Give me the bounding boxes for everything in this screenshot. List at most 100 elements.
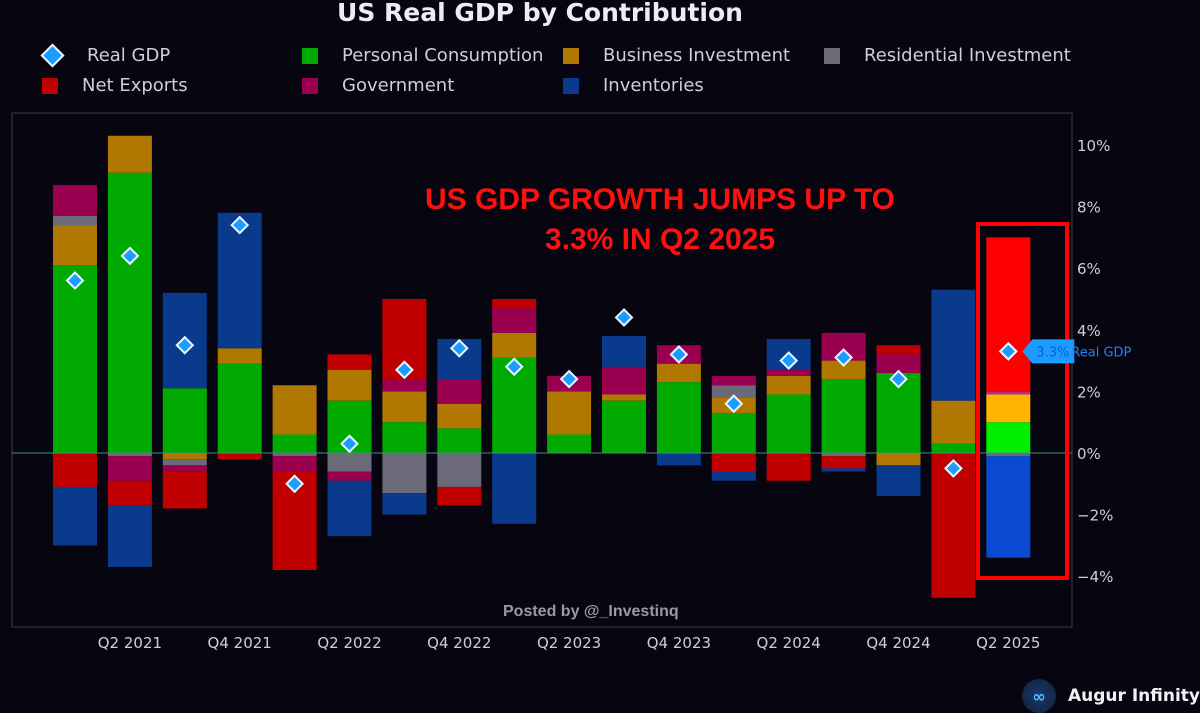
highlight-box xyxy=(976,222,1069,580)
bar-segment-business-investment xyxy=(986,394,1031,423)
bar-segment-personal-consumption xyxy=(547,434,592,453)
bar-segment-residential-investment xyxy=(986,453,1031,457)
bar-segment-inventories xyxy=(327,480,372,537)
x-axis: Q2 2021 Q4 2021 Q2 2022 Q4 2022 Q2 2023 Q4 20… xyxy=(98,634,1041,652)
bar-segment-government xyxy=(602,366,646,395)
y-tick-label: 6% xyxy=(1077,260,1101,278)
real-gdp-point xyxy=(175,335,195,355)
bar-segment-government xyxy=(162,465,207,472)
y-tick-label: 10% xyxy=(1077,137,1110,155)
bar-segment-business-investment xyxy=(492,332,537,358)
bar-segment-business-investment xyxy=(162,453,207,460)
legend-item-inventories[interactable]: Inventories xyxy=(563,75,704,96)
bar-segment-residential-investment xyxy=(53,215,97,226)
bar-segment-personal-consumption xyxy=(107,172,152,453)
y-tick-label: −4% xyxy=(1077,568,1113,586)
infinity-logo-icon: ∞ xyxy=(1022,679,1056,713)
bar-segment-government xyxy=(986,391,1031,395)
legend-item-business-investment[interactable]: Business Investment xyxy=(563,45,790,66)
bar-segment-business-investment xyxy=(602,394,646,401)
bar-segment-government xyxy=(382,379,427,392)
bar-segment-inventories xyxy=(382,493,427,515)
legend-item-residential-investment[interactable]: Residential Investment xyxy=(824,45,1071,66)
bar-segment-personal-consumption xyxy=(656,382,701,453)
x-tick-label: Q2 2021 xyxy=(98,634,162,652)
watermark: Posted by @_Investinq xyxy=(503,603,679,620)
bar-segment-inventories xyxy=(492,453,537,524)
bar-segment-net-exports xyxy=(876,345,921,355)
legend-label: Real GDP xyxy=(87,45,171,66)
legend-swatch-icon xyxy=(302,47,318,64)
plot-frame xyxy=(11,112,1073,628)
bar-segment-residential-investment xyxy=(382,453,427,494)
bar-segment-inventories xyxy=(53,486,97,546)
bar-segment-net-exports xyxy=(766,453,811,481)
bar-segment-personal-consumption xyxy=(986,422,1031,453)
y-tick-label: 2% xyxy=(1077,383,1101,401)
bar-segment-net-exports xyxy=(53,453,97,487)
legend-item-government[interactable]: Government xyxy=(302,75,454,96)
real-gdp-point xyxy=(120,246,140,266)
y-tick-label: −2% xyxy=(1077,507,1113,525)
bar-segment-personal-consumption xyxy=(162,388,207,453)
real-gdp-point xyxy=(779,351,799,371)
bar-segment-personal-consumption xyxy=(931,443,976,453)
real-gdp-point xyxy=(889,369,908,389)
real-gdp-point xyxy=(340,434,359,454)
bar-segment-business-investment xyxy=(107,135,152,173)
x-tick-label: Q4 2024 xyxy=(866,634,930,652)
real-gdp-point xyxy=(285,474,305,494)
bar-segment-business-investment xyxy=(766,376,811,395)
legend-item-net-exports[interactable]: Net Exports xyxy=(42,75,188,96)
bar-segment-net-exports xyxy=(711,453,756,472)
bar-segment-business-investment xyxy=(547,391,592,435)
bar-segment-inventories xyxy=(656,453,701,466)
bar-segment-government xyxy=(492,308,537,333)
real-gdp-point xyxy=(504,357,524,377)
x-tick-label: Q2 2022 xyxy=(317,634,381,652)
legend-label: Government xyxy=(342,75,455,96)
bar-segment-inventories xyxy=(821,468,866,472)
bar-segment-residential-investment xyxy=(821,453,866,457)
bar-segment-personal-consumption xyxy=(602,400,646,453)
real-gdp-point xyxy=(724,394,744,414)
real-gdp-point xyxy=(394,360,414,380)
bar-segment-net-exports xyxy=(217,453,262,460)
real-gdp-point xyxy=(669,345,689,364)
bar-segment-inventories xyxy=(602,335,646,367)
bar-segment-residential-investment xyxy=(107,453,152,457)
bar-segment-personal-consumption xyxy=(711,412,756,453)
real-gdp-point xyxy=(998,341,1018,361)
bar-segment-government xyxy=(107,456,152,481)
bar-segment-personal-consumption xyxy=(53,265,97,453)
bar-segment-net-exports xyxy=(821,456,866,469)
bar-segment-business-investment xyxy=(53,225,97,266)
bar-segment-inventories xyxy=(931,289,976,401)
bar-segment-personal-consumption xyxy=(272,434,317,453)
bar-segment-net-exports xyxy=(162,471,207,509)
bar-segment-personal-consumption xyxy=(382,422,427,453)
x-tick-label: Q2 2024 xyxy=(757,634,821,652)
real-gdp-point xyxy=(559,369,579,389)
bar-segment-personal-consumption xyxy=(217,363,262,453)
bar-segment-residential-investment xyxy=(327,453,372,472)
callout-value: 3.3% xyxy=(1036,345,1069,360)
bar-segment-personal-consumption xyxy=(821,379,866,453)
callout-series-label: Real GDP xyxy=(1071,345,1131,360)
y-tick-label: 4% xyxy=(1077,322,1101,340)
legend-label: Net Exports xyxy=(82,75,188,96)
legend-label: Inventories xyxy=(603,75,704,96)
brand-logo: ∞ Augur Infinity xyxy=(1022,679,1200,713)
bar-segment-government xyxy=(272,456,317,472)
bar-segment-inventories xyxy=(876,465,921,497)
headline-annotation: US GDP GROWTH JUMPS UP TO 3.3% IN Q2 202… xyxy=(330,180,990,260)
bar-segment-business-investment xyxy=(272,385,317,435)
legend-swatch-icon xyxy=(563,77,579,94)
y-axis: 10% 8% 6% 4% 2% 0% −2% −4% xyxy=(1077,137,1113,586)
bar-segment-business-investment xyxy=(382,391,427,423)
bar-segment-government xyxy=(711,376,756,386)
legend-item-real-gdp[interactable]: Real GDP xyxy=(40,43,171,68)
real-gdp-point xyxy=(834,348,854,367)
bar-segment-government xyxy=(876,354,921,373)
legend-item-personal-consumption[interactable]: Personal Consumption xyxy=(302,45,543,66)
